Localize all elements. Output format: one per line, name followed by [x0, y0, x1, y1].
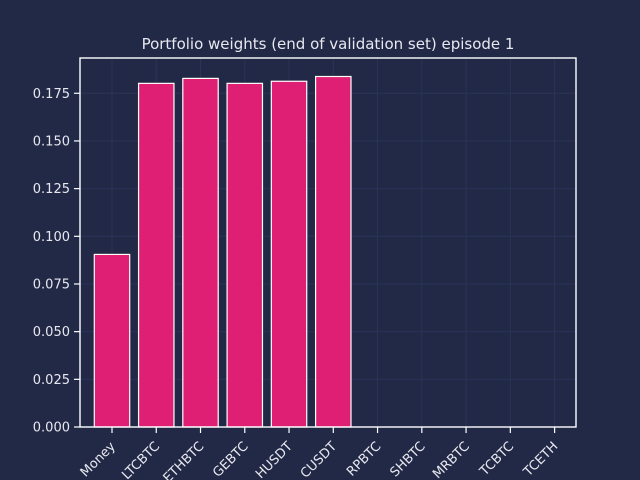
- bar-ethbtc: [182, 77, 219, 428]
- y-ticks-group: 0.000 0.025 0.050 0.075 0.100 0.125 0.150 0.175: [33, 87, 80, 436]
- y-tick-label: 0.025: [33, 373, 70, 388]
- bar-btcusdt: [314, 75, 352, 428]
- y-tick-label: 0.125: [33, 182, 70, 197]
- plot-frame: [79, 57, 577, 428]
- y-tick-label: 0.075: [33, 277, 70, 292]
- y-tick-label: 0.100: [33, 230, 70, 245]
- y-tick-label: 0.050: [33, 325, 70, 340]
- bar-ethusdt: [270, 80, 308, 428]
- y-tick-label: 0.000: [33, 421, 70, 436]
- axes-group: [79, 57, 577, 428]
- bar-ltcbtc: [137, 82, 175, 428]
- bar-neogebtc: [226, 82, 264, 428]
- y-tick-label: 0.150: [33, 134, 70, 149]
- chart-title: Portfolio weights (end of validation set…: [142, 35, 515, 53]
- bar-money: [93, 253, 131, 428]
- y-tick-label: 0.175: [33, 87, 70, 102]
- bars-group: [93, 75, 352, 428]
